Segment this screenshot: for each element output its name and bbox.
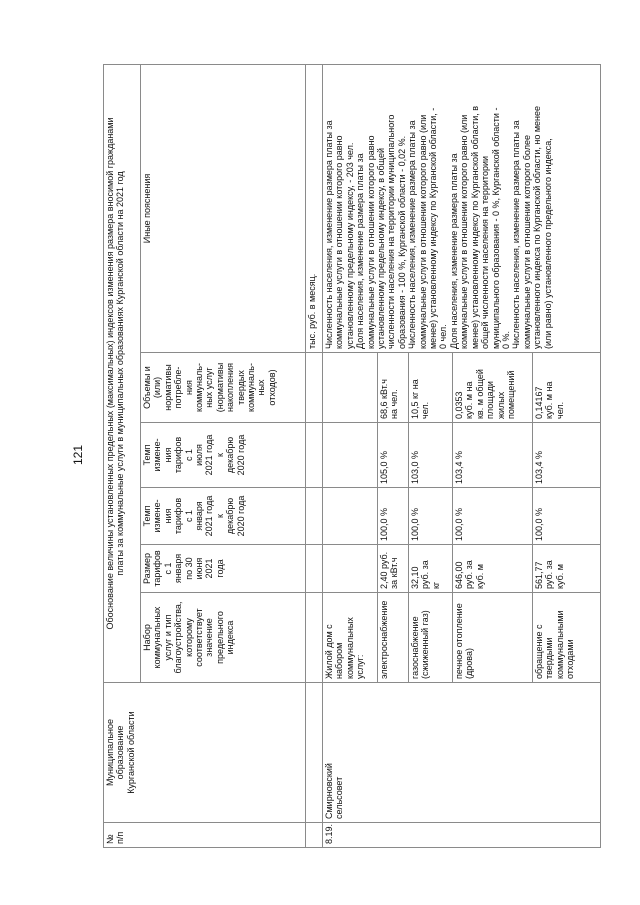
cell-empty <box>305 592 323 683</box>
cell-empty <box>305 544 323 593</box>
service-name: электроснабжение <box>377 592 409 683</box>
row-municipality: Смирновский сельсовет <box>322 682 601 823</box>
cell-empty <box>305 822 323 848</box>
service-tariff: 646,00 руб. за куб. м <box>452 544 533 593</box>
header-services-set: Набор коммунальных услуг и тип благоустр… <box>140 592 306 683</box>
cell-empty <box>322 422 378 488</box>
service-volume: 68,6 кВт.ч на чел. <box>377 352 409 423</box>
service-rate-jul: 105,0 % <box>377 422 409 488</box>
service-rate-jul: 103,4 % <box>532 422 601 488</box>
header-notes: Иные пояснения <box>140 64 306 353</box>
unit-note: тыс. руб. в месяц. <box>305 64 323 353</box>
row-notes: Численность населения, изменение размера… <box>322 64 601 353</box>
rotated-page: № п/п Муниципальное образование Курганск… <box>103 64 601 848</box>
service-volume: 0,0353 куб. м на кв. м общей площади жил… <box>452 352 533 423</box>
header-rate-jan: Темп измене- ния тарифов с 1 января 2021… <box>140 487 306 545</box>
service-name: обращение с твердыми коммунальными отход… <box>532 592 601 683</box>
service-name: печное отопление (дрова) <box>452 592 533 683</box>
header-group-title: Обоснование величины установленных преде… <box>103 64 141 683</box>
cell-empty <box>322 544 378 593</box>
cell-empty <box>305 487 323 545</box>
cell-empty <box>305 352 323 423</box>
service-rate-jan: 100,0 % <box>532 487 601 545</box>
cell-empty <box>322 487 378 545</box>
service-tariff: 561,77 руб. за куб. м <box>532 544 601 593</box>
service-rate-jul: 103,4 % <box>452 422 533 488</box>
service-volume: 10,5 кг на чел. <box>408 352 453 423</box>
service-volume: 0,14167 куб. м на чел. <box>532 352 601 423</box>
row-num: 8.19. <box>322 822 601 848</box>
cell-empty <box>322 352 378 423</box>
table-row: 8.19. Смирновский сельсовет Жилой дом с … <box>322 64 601 848</box>
header-tariff-size: Размер тарифов с 1 января по 30 июня 202… <box>140 544 306 593</box>
service-rate-jan: 100,0 % <box>452 487 533 545</box>
header-rate-jul: Темп измене- ния тарифов с 1 июля 2021 г… <box>140 422 306 488</box>
service-rate-jul: 103,0 % <box>408 422 453 488</box>
header-num: № п/п <box>103 822 306 848</box>
cell-empty <box>305 422 323 488</box>
service-rate-jan: 100,0 % <box>408 487 453 545</box>
service-tariff: 32,10 руб. за кг <box>408 544 453 593</box>
service-rate-jan: 100,0 % <box>377 487 409 545</box>
header-volumes: Объемы и (или) нормативы потребле- ния к… <box>140 352 306 423</box>
tariff-index-table: № п/п Муниципальное образование Курганск… <box>103 64 601 848</box>
header-municipality: Муниципальное образование Курганской обл… <box>103 682 306 823</box>
service-name: газоснабжение (сжиженный газ) <box>408 592 453 683</box>
cell-empty <box>305 682 323 823</box>
row-housing: Жилой дом с набором коммунальных услуг: <box>322 592 378 683</box>
page-number: 121 <box>71 444 85 466</box>
service-tariff: 2,40 руб. за кВт.ч <box>377 544 409 593</box>
